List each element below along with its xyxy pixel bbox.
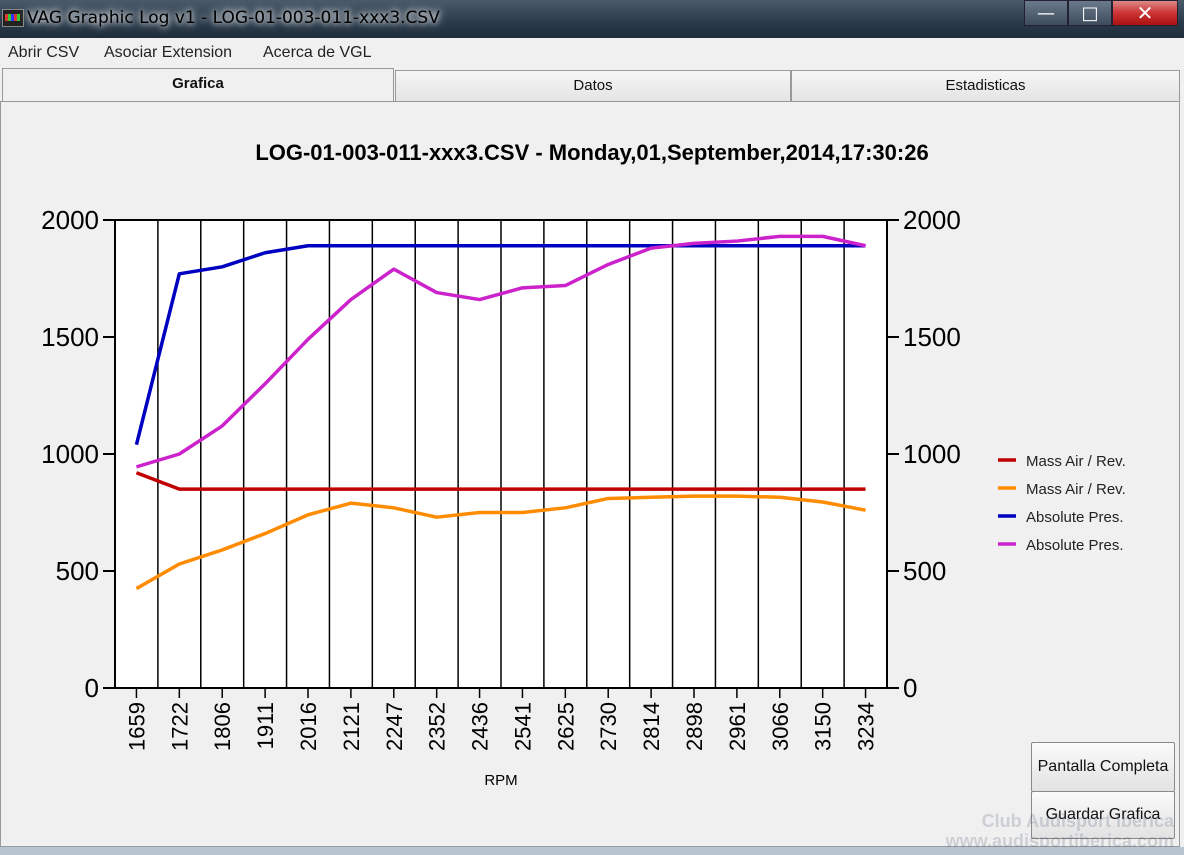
y-tick-label-right: 1500 — [903, 322, 961, 352]
x-tick-label: 2625 — [553, 702, 578, 751]
y-tick-label-right: 500 — [903, 556, 946, 586]
y-tick-label-left: 1000 — [41, 439, 99, 469]
title-bar: VAG Graphic Log v1 - LOG-01-003-011-xxx3… — [0, 0, 1184, 38]
series-line — [135, 494, 866, 591]
close-icon: ✕ — [1136, 1, 1154, 25]
save-chart-button[interactable]: Guardar Grafica — [1031, 791, 1175, 839]
menu-about[interactable]: Acerca de VGL — [263, 44, 372, 61]
x-tick-label: 2016 — [296, 702, 321, 751]
window-title: VAG Graphic Log v1 - LOG-01-003-011-xxx3… — [27, 8, 440, 28]
watermark-line2: www.audisportiberica.com — [945, 831, 1174, 851]
minimize-button[interactable]: — — [1024, 0, 1068, 26]
y-tick-label-right: 0 — [903, 673, 917, 703]
window-bottom-edge — [0, 847, 1184, 855]
x-tick-label: 1806 — [210, 702, 235, 751]
x-tick-label: 1911 — [253, 702, 278, 749]
legend-label: Absolute Pres. — [1026, 537, 1124, 554]
menu-open-csv[interactable]: Abrir CSV — [8, 44, 80, 61]
series-line — [134, 243, 866, 446]
watermark-line1: Club Audisport Iberica — [981, 811, 1174, 831]
save-chart-label: Guardar Grafica — [1045, 806, 1161, 823]
tab-strip: Grafica Datos Estadisticas — [0, 68, 1184, 102]
x-tick-label: 2121 — [339, 702, 364, 751]
series-line — [135, 234, 866, 469]
x-tick-label: 1722 — [167, 702, 192, 751]
menu-bar: Abrir CSV Asociar Extension Acerca de VG… — [0, 38, 1184, 68]
fullscreen-button[interactable]: Pantalla Completa — [1031, 742, 1175, 792]
app-icon — [2, 9, 24, 27]
caption-buttons: — □ ✕ — [1024, 0, 1178, 26]
y-tick-label-right: 2000 — [903, 205, 961, 235]
legend-label: Absolute Pres. — [1026, 509, 1124, 526]
x-tick-label: 2541 — [510, 702, 535, 751]
x-axis-label: RPM — [484, 772, 517, 789]
tab-grafica[interactable]: Grafica — [2, 68, 394, 101]
maximize-icon: □ — [1081, 2, 1099, 24]
maximize-button[interactable]: □ — [1068, 0, 1112, 26]
y-tick-label-left: 0 — [85, 673, 99, 703]
series-line — [135, 471, 866, 491]
x-tick-label: 3150 — [811, 702, 836, 751]
chart-title: LOG-01-003-011-xxx3.CSV - Monday,01,Sept… — [255, 140, 929, 165]
x-tick-label: 3066 — [768, 702, 793, 751]
tab-estadisticas[interactable]: Estadisticas — [791, 70, 1180, 102]
tab-datos[interactable]: Datos — [395, 70, 791, 102]
legend-label: Mass Air / Rev. — [1026, 481, 1126, 498]
x-tick-label: 2352 — [425, 702, 450, 751]
x-tick-label: 2247 — [382, 702, 407, 751]
close-button[interactable]: ✕ — [1112, 0, 1178, 26]
menu-associate-extension[interactable]: Asociar Extension — [104, 44, 233, 61]
x-tick-label: 2898 — [682, 702, 707, 751]
x-tick-label: 1659 — [124, 702, 149, 751]
fullscreen-label: Pantalla Completa — [1037, 758, 1169, 775]
x-tick-label: 3234 — [854, 702, 879, 751]
watermark: Club Audisport Iberica www.audisportiber… — [946, 811, 1174, 851]
y-tick-label-left: 500 — [56, 556, 99, 586]
y-tick-label-left: 1500 — [41, 322, 99, 352]
y-tick-label-left: 2000 — [41, 205, 99, 235]
x-tick-label: 2730 — [596, 702, 621, 751]
x-tick-label: 2814 — [639, 702, 664, 751]
x-tick-label: 2436 — [468, 702, 493, 751]
minimize-icon: — — [1037, 2, 1055, 24]
legend-label: Mass Air / Rev. — [1026, 453, 1126, 470]
x-tick-label: 2961 — [725, 702, 750, 751]
y-tick-label-right: 1000 — [903, 439, 961, 469]
